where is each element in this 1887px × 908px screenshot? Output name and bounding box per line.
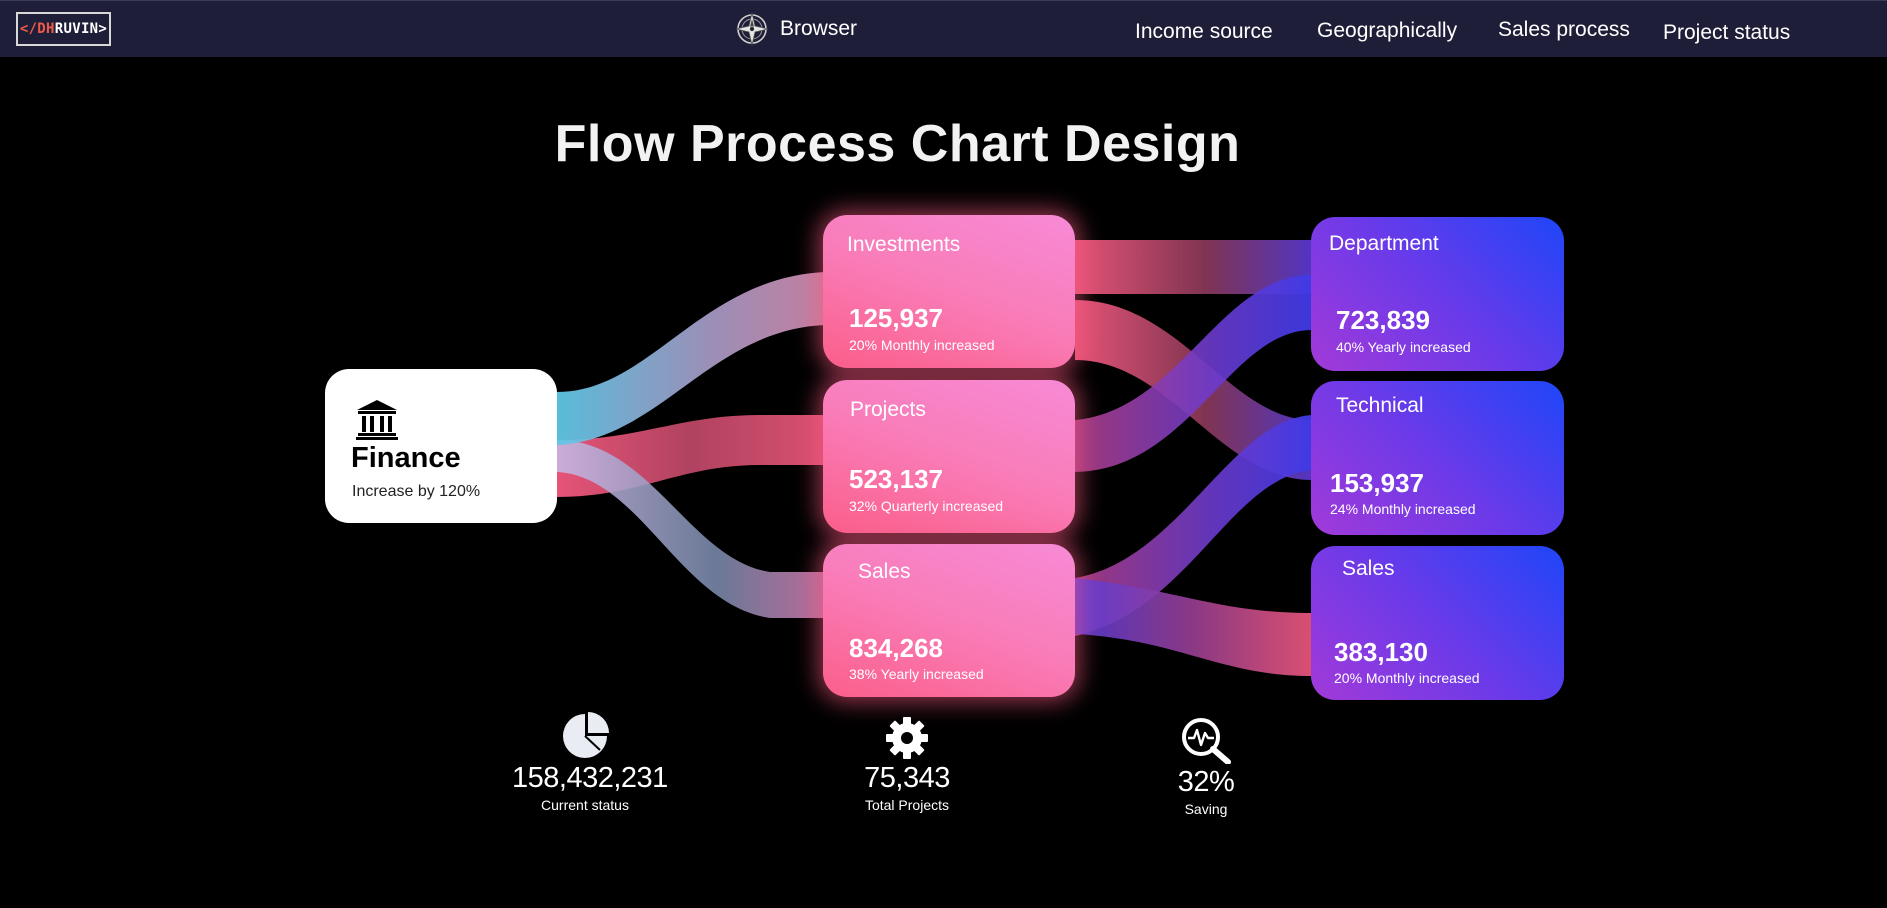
logo-suffix: RUVIN> [54,21,108,37]
card-label: Investments [847,233,961,256]
finance-subtitle: Increase by 120% [352,483,481,500]
nav-income-source[interactable]: Income source [1135,20,1273,43]
stat-label: Current status [541,797,629,813]
stat-current-status: 158,432,231 Current status [512,712,668,813]
page-title: Flow Process Chart Design [554,115,1241,173]
investments-card[interactable]: Investments 125,937 20% Monthly increase… [823,215,1075,368]
stat-saving: 32% Saving [1170,716,1242,817]
card-subtitle: 40% Yearly increased [1336,339,1471,355]
card-label: Projects [850,398,926,421]
card-subtitle: 24% Monthly increased [1330,501,1476,517]
nav-geographically[interactable]: Geographically [1317,19,1458,42]
card-subtitle: 32% Quarterly increased [849,498,1004,514]
card-label: Technical [1336,394,1424,417]
flow-finance-investments [557,272,825,445]
department-card[interactable]: Department 723,839 40% Yearly increased [1311,217,1564,371]
nav-sales-process[interactable]: Sales process [1498,18,1630,41]
projects-card[interactable]: Projects 523,137 32% Quarterly increased [823,380,1075,533]
card-value: 383,130 [1334,637,1428,667]
card-value: 523,137 [849,464,943,494]
top-bar: </DH RUVIN> Browser Income source Geograp… [0,0,1887,57]
flow-projects-department [1075,275,1312,472]
card-label: Department [1329,232,1439,255]
gear-icon [886,717,928,759]
compass-icon [735,12,769,46]
stat-label: Saving [1184,801,1228,817]
card-label: Sales [1342,557,1395,580]
finance-card[interactable]: Finance Increase by 120% [325,369,557,523]
sales-middle-card[interactable]: Sales 834,268 38% Yearly increased [823,544,1075,697]
stat-value: 32% [1177,766,1235,798]
card-value: 125,937 [849,303,943,333]
logo[interactable]: </DH RUVIN> [16,12,111,46]
finance-title: Finance [351,442,461,474]
stat-total-projects: 75,343 Total Projects [857,716,957,813]
magnifier-pulse-icon [1182,718,1231,764]
flow-finance-sales [557,440,825,618]
card-subtitle: 38% Yearly increased [849,666,984,682]
logo-prefix: </DH [19,21,55,37]
flow-sales-technical [1075,415,1312,636]
bank-icon [356,400,398,440]
card-value: 153,937 [1330,468,1424,498]
card-value: 723,839 [1336,305,1430,335]
pie-chart-icon [563,712,609,758]
card-subtitle: 20% Monthly increased [1334,670,1480,686]
technical-card[interactable]: Technical 153,937 24% Monthly increased [1311,381,1564,535]
card-label: Sales [858,560,911,583]
flow-investments-department [1075,240,1312,294]
brand-title: Browser [780,17,858,40]
sales-right-card[interactable]: Sales 383,130 20% Monthly increased [1311,546,1564,700]
stat-label: Total Projects [864,797,950,813]
stat-value: 75,343 [864,762,950,794]
flow-sales-sales [1075,578,1312,676]
card-subtitle: 20% Monthly increased [849,337,995,353]
card-value: 834,268 [849,633,943,663]
brand[interactable]: Browser [734,11,857,47]
stat-value: 158,432,231 [512,762,668,794]
nav-project-status[interactable]: Project status [1663,21,1791,44]
